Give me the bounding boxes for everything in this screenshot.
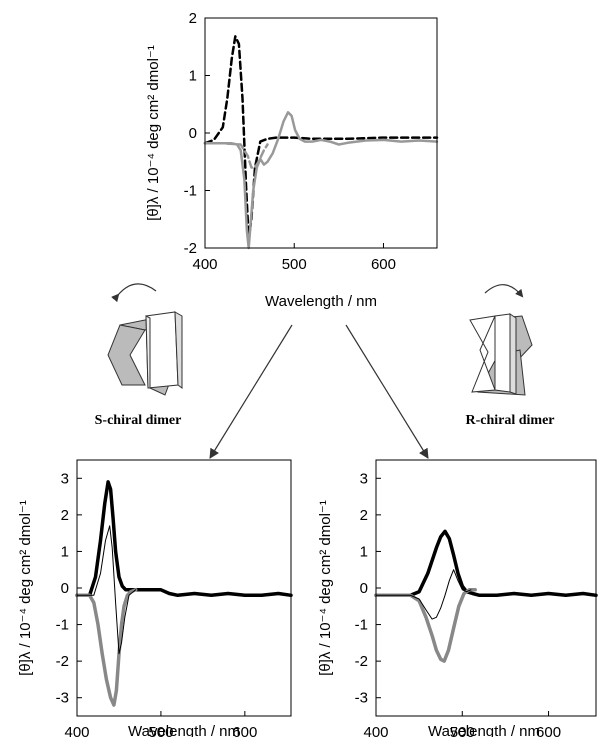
bottom-right-x-tick-label: 600 [536, 724, 561, 737]
bottom-right-series-0 [374, 529, 598, 598]
arrow-to-s-chiral-panel [209, 324, 293, 459]
bottom-left-y-tick-label: 2 [61, 507, 69, 524]
top-cd-panel: 400 500 600 -2 -1 0 1 2 Wavelength / nm [θ]λ / … [145, 10, 439, 310]
bottom-left-x-tick-label: 600 [232, 724, 257, 737]
bottom-left-y-tick-label: 3 [61, 470, 69, 487]
bottom-right-x-tick-label: 500 [450, 724, 475, 737]
bottom-right-y-axis-title: [θ]λ / 10⁻⁴ deg cm² dmol⁻¹ [317, 500, 334, 676]
top-x-tick-label: 500 [282, 256, 307, 273]
top-x-tick-label: 600 [371, 256, 396, 273]
r-chiral-dimer-icon [469, 284, 533, 396]
bottom-left-series [75, 480, 293, 707]
bottom-left-y-tick-label: 1 [61, 543, 69, 560]
top-series-2 [203, 142, 269, 169]
s-chiral-cd-panel: 400 500 600 -3 -2 -1 0 1 2 3 Wavelength / nm [θ]λ… [17, 459, 293, 737]
bottom-left-y-tick-label: -3 [56, 690, 69, 707]
top-series-0 [203, 35, 439, 241]
bottom-right-y-tick-label: 3 [360, 470, 368, 487]
top-y-tick-label: 1 [189, 68, 197, 85]
bottom-right-y-tick-label: -3 [355, 690, 368, 707]
bottom-left-y-tick-label: -1 [56, 617, 69, 634]
s-chiral-dimer-label: S-chiral dimer [95, 413, 182, 428]
bottom-right-y-tick-label: 2 [360, 507, 368, 524]
top-y-tick-label: 2 [189, 10, 197, 27]
s-chiral-dimer-icon [107, 283, 183, 396]
bottom-right-series-1 [374, 588, 477, 663]
top-x-axis-title: Wavelength / nm [265, 293, 377, 310]
bottom-left-x-tick-label: 400 [64, 724, 89, 737]
bottom-right-x-tick-label: 400 [363, 724, 388, 737]
bottom-left-series-0 [75, 480, 293, 598]
r-chiral-cd-panel: 400 500 600 -3 -2 -1 0 1 2 3 Wavelength / nm [θ]λ… [317, 459, 598, 737]
bottom-right-series-2 [375, 569, 472, 620]
top-series-1 [203, 111, 439, 250]
bottom-left-y-tick-label: -2 [56, 653, 69, 670]
bottom-right-plot-frame [375, 459, 597, 717]
bottom-right-series [374, 529, 598, 663]
bottom-left-x-tick-label: 500 [148, 724, 173, 737]
bottom-left-y-axis-title: [θ]λ / 10⁻⁴ deg cm² dmol⁻¹ [17, 500, 34, 676]
bottom-left-ticks: 400 500 600 -3 -2 -1 0 1 2 3 [56, 470, 258, 737]
top-ticks: 400 500 600 -2 -1 0 1 2 [184, 10, 396, 273]
bottom-left-series-1 [75, 588, 138, 707]
bottom-left-plot-frame [76, 459, 292, 717]
top-y-axis-title: [θ]λ / 10⁻⁴ deg cm² dmol⁻¹ [145, 45, 162, 221]
top-y-tick-label: 0 [189, 125, 197, 142]
top-y-tick-label: -2 [184, 240, 197, 257]
bottom-right-y-tick-label: 0 [360, 580, 368, 597]
bottom-left-y-tick-label: 0 [61, 580, 69, 597]
bottom-left-x-axis-title: Wavelength / nm [128, 723, 240, 737]
top-x-tick-label: 400 [192, 256, 217, 273]
top-y-tick-label: -1 [184, 183, 197, 200]
bottom-right-y-tick-label: -2 [355, 653, 368, 670]
r-chiral-dimer-label: R-chiral dimer [465, 413, 554, 428]
bottom-right-x-axis-title: Wavelength / nm [428, 723, 540, 737]
bottom-right-y-tick-label: -1 [355, 617, 368, 634]
bottom-left-series-2 [76, 525, 137, 655]
arrow-to-r-chiral-panel [345, 324, 429, 459]
top-series [203, 35, 439, 250]
bottom-right-ticks: 400 500 600 -3 -2 -1 0 1 2 3 [355, 470, 561, 737]
bottom-right-y-tick-label: 1 [360, 543, 368, 560]
top-plot-frame [204, 17, 438, 249]
